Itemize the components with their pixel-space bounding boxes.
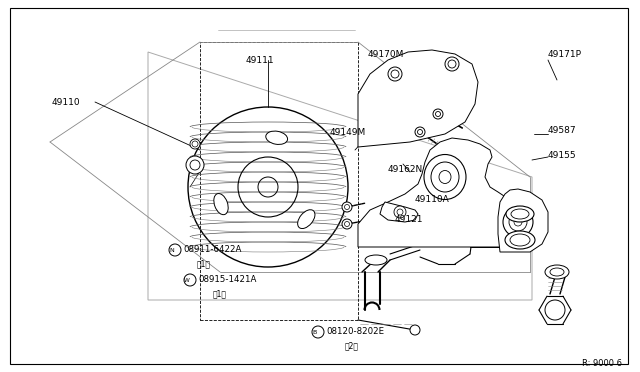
Ellipse shape bbox=[506, 206, 534, 222]
Circle shape bbox=[190, 139, 200, 149]
Text: 49121: 49121 bbox=[395, 215, 424, 224]
Ellipse shape bbox=[505, 231, 535, 249]
Circle shape bbox=[545, 300, 565, 320]
Ellipse shape bbox=[550, 268, 564, 276]
Ellipse shape bbox=[424, 154, 466, 199]
Text: 49162N: 49162N bbox=[388, 164, 423, 173]
Ellipse shape bbox=[514, 218, 522, 226]
Polygon shape bbox=[380, 202, 418, 222]
Text: 〈2〉: 〈2〉 bbox=[345, 341, 359, 350]
Circle shape bbox=[415, 127, 425, 137]
Ellipse shape bbox=[510, 234, 530, 246]
Ellipse shape bbox=[545, 265, 569, 279]
Ellipse shape bbox=[214, 193, 228, 215]
Text: 49111: 49111 bbox=[246, 55, 275, 64]
Text: N: N bbox=[170, 247, 174, 253]
Ellipse shape bbox=[503, 207, 533, 237]
Circle shape bbox=[394, 206, 406, 218]
Polygon shape bbox=[358, 138, 520, 247]
Polygon shape bbox=[498, 189, 548, 252]
Ellipse shape bbox=[509, 213, 527, 231]
Text: R: 9000 6: R: 9000 6 bbox=[582, 359, 622, 369]
Circle shape bbox=[445, 57, 459, 71]
Circle shape bbox=[388, 67, 402, 81]
Polygon shape bbox=[358, 50, 478, 147]
Text: 49155: 49155 bbox=[548, 151, 577, 160]
Text: B: B bbox=[313, 330, 317, 334]
Text: 〈1〉: 〈1〉 bbox=[213, 289, 227, 298]
Ellipse shape bbox=[439, 170, 451, 183]
Ellipse shape bbox=[511, 209, 529, 219]
Circle shape bbox=[342, 202, 352, 212]
Circle shape bbox=[186, 156, 204, 174]
Text: 08911-6422A: 08911-6422A bbox=[183, 246, 241, 254]
Text: 49110: 49110 bbox=[52, 97, 81, 106]
Ellipse shape bbox=[431, 162, 459, 192]
Ellipse shape bbox=[365, 255, 387, 265]
Text: 49170M: 49170M bbox=[368, 49, 404, 58]
Text: 〈1〉: 〈1〉 bbox=[197, 260, 211, 269]
Text: 49149M: 49149M bbox=[330, 128, 366, 137]
Ellipse shape bbox=[266, 131, 287, 144]
Text: 49587: 49587 bbox=[548, 125, 577, 135]
Circle shape bbox=[342, 219, 352, 229]
Text: 08120-8202E: 08120-8202E bbox=[326, 327, 384, 337]
Text: 49110A: 49110A bbox=[415, 195, 450, 203]
Text: W: W bbox=[184, 278, 190, 282]
Circle shape bbox=[410, 325, 420, 335]
Text: 08915-1421A: 08915-1421A bbox=[198, 276, 257, 285]
Circle shape bbox=[433, 109, 443, 119]
Bar bbox=[200, 42, 358, 320]
Text: 49171P: 49171P bbox=[548, 49, 582, 58]
Ellipse shape bbox=[298, 210, 315, 228]
